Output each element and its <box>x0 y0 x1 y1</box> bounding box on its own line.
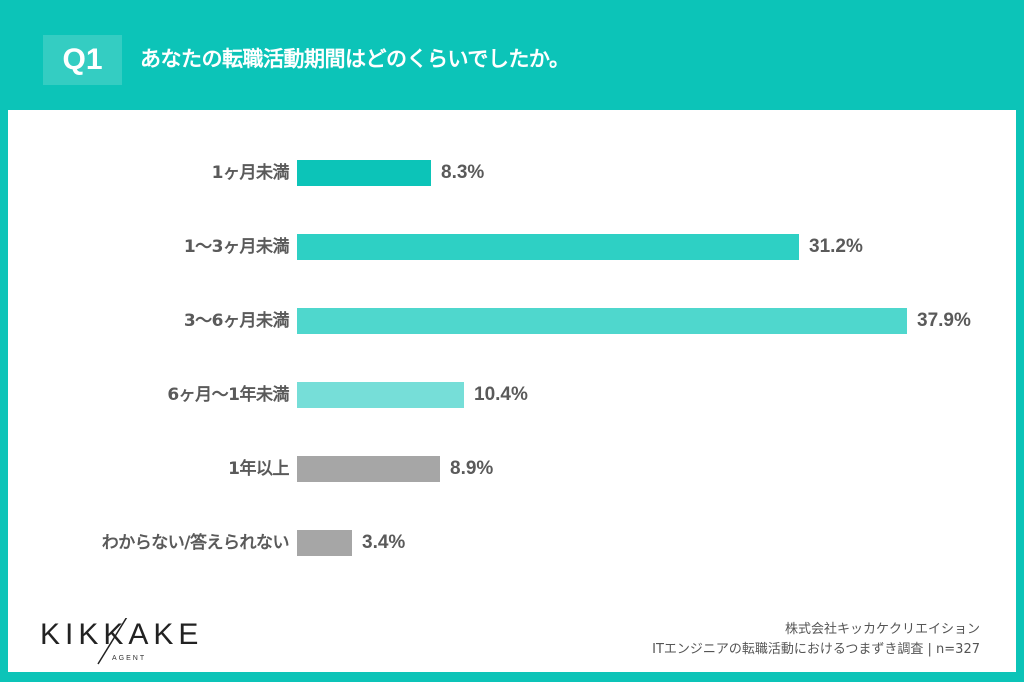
bar <box>297 160 431 186</box>
logo-slash-icon <box>97 618 128 665</box>
value-label: 8.9% <box>450 458 494 479</box>
survey-name: ITエンジニアの転職活動におけるつまずき調査 | n=327 <box>652 642 980 657</box>
category-label: 1年以上 <box>228 459 289 479</box>
value-label: 8.3% <box>441 162 485 183</box>
bar-row: 1年以上 8.9% <box>8 456 1016 482</box>
source-credit: 株式会社キッカケクリエイション ITエンジニアの転職活動におけるつまずき調査 |… <box>652 620 980 660</box>
value-label: 31.2% <box>809 236 863 257</box>
company-name: 株式会社キッカケクリエイション <box>784 622 980 637</box>
question-badge: Q1 <box>43 35 122 85</box>
chart-panel: 1ヶ月未満 8.3% 1〜3ヶ月未満 31.2% 3〜6ヶ月未満 37.9% 6ヶ月〜1年未… <box>8 110 1016 672</box>
logo-subtext: AGENT <box>112 655 147 662</box>
category-label: 6ヶ月〜1年未満 <box>167 385 289 405</box>
bar-row: 1〜3ヶ月未満 31.2% <box>8 234 1016 260</box>
bar-row: 6ヶ月〜1年未満 10.4% <box>8 382 1016 408</box>
question-title: あなたの転職活動期間はどのくらいでしたか。 <box>140 47 570 71</box>
bar-row: 1ヶ月未満 8.3% <box>8 160 1016 186</box>
bar <box>297 530 352 556</box>
bar <box>297 382 464 408</box>
category-label: わからない/答えられない <box>101 533 290 553</box>
bar <box>297 456 440 482</box>
category-label: 1ヶ月未満 <box>211 163 290 183</box>
logo-text: KIKKAKE <box>40 618 204 651</box>
category-label: 3〜6ヶ月未満 <box>183 311 290 331</box>
value-label: 37.9% <box>917 310 971 331</box>
bar <box>297 234 799 260</box>
value-label: 10.4% <box>474 384 528 405</box>
bar <box>297 308 907 334</box>
bar-row: 3〜6ヶ月未満 37.9% <box>8 308 1016 334</box>
value-label: 3.4% <box>362 532 406 553</box>
kikkake-agent-logo: KIKKAKE AGENT <box>40 618 220 668</box>
bar-row: わからない/答えられない 3.4% <box>8 530 1016 556</box>
category-label: 1〜3ヶ月未満 <box>183 237 290 257</box>
